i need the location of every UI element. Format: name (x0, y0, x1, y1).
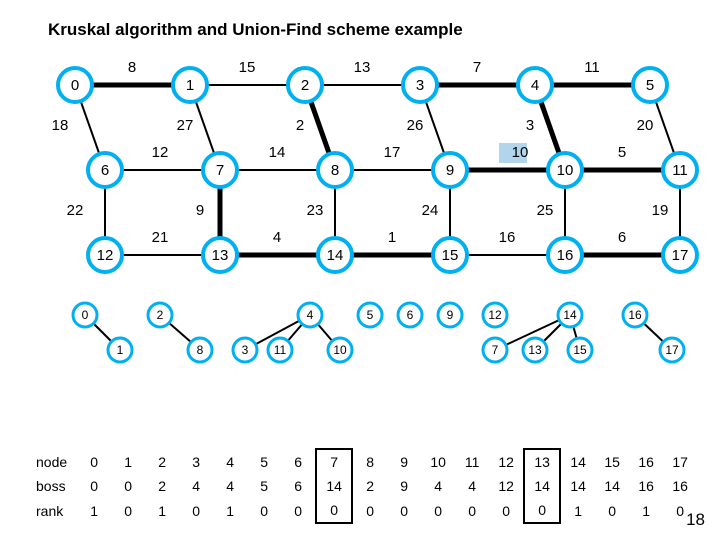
svg-text:3: 3 (416, 77, 424, 94)
svg-text:8: 8 (197, 343, 204, 357)
svg-text:1: 1 (186, 77, 194, 94)
svg-text:9: 9 (446, 162, 454, 179)
svg-text:20: 20 (637, 117, 654, 134)
svg-text:24: 24 (422, 202, 439, 219)
svg-text:17: 17 (665, 343, 679, 357)
svg-text:8: 8 (128, 59, 136, 76)
svg-text:8: 8 (331, 162, 339, 179)
svg-text:2: 2 (296, 117, 304, 134)
graph-diagram: 0123456789101112131415161781513711121417… (0, 0, 720, 400)
svg-text:6: 6 (101, 162, 109, 179)
svg-text:14: 14 (269, 144, 286, 161)
svg-text:7: 7 (492, 343, 499, 357)
svg-text:4: 4 (531, 77, 539, 94)
svg-text:7: 7 (473, 59, 481, 76)
svg-text:0: 0 (71, 77, 79, 94)
svg-text:27: 27 (177, 117, 194, 134)
svg-text:13: 13 (354, 59, 371, 76)
svg-text:4: 4 (273, 229, 281, 246)
svg-text:2: 2 (157, 308, 164, 322)
svg-text:3: 3 (242, 343, 249, 357)
svg-text:10: 10 (333, 343, 347, 357)
svg-text:9: 9 (447, 308, 454, 322)
svg-text:25: 25 (537, 202, 554, 219)
svg-text:15: 15 (442, 247, 459, 264)
svg-text:7: 7 (216, 162, 224, 179)
svg-text:1: 1 (117, 343, 124, 357)
svg-text:14: 14 (563, 308, 577, 322)
svg-text:11: 11 (584, 59, 600, 76)
svg-text:17: 17 (384, 144, 401, 161)
svg-text:5: 5 (618, 144, 626, 161)
svg-text:15: 15 (573, 343, 587, 357)
svg-text:10: 10 (512, 144, 529, 161)
svg-text:12: 12 (97, 247, 114, 264)
svg-text:21: 21 (152, 229, 169, 246)
svg-text:6: 6 (407, 308, 414, 322)
svg-text:19: 19 (652, 202, 669, 219)
slide-number: 18 (686, 510, 705, 530)
svg-text:4: 4 (307, 308, 314, 322)
svg-text:11: 11 (672, 162, 688, 179)
svg-text:3: 3 (526, 117, 534, 134)
svg-text:16: 16 (628, 308, 642, 322)
svg-text:17: 17 (672, 247, 689, 264)
svg-text:1: 1 (388, 229, 396, 246)
svg-text:9: 9 (196, 202, 204, 219)
svg-text:26: 26 (407, 117, 424, 134)
svg-text:5: 5 (646, 77, 654, 94)
svg-text:2: 2 (301, 77, 309, 94)
svg-text:18: 18 (52, 117, 69, 134)
svg-text:14: 14 (327, 247, 344, 264)
svg-text:11: 11 (274, 343, 287, 357)
svg-text:12: 12 (152, 144, 169, 161)
svg-text:16: 16 (499, 229, 516, 246)
svg-text:12: 12 (488, 308, 502, 322)
union-find-table: node01234567891011121314151617boss002445… (30, 448, 697, 524)
svg-text:15: 15 (239, 59, 256, 76)
svg-text:6: 6 (618, 229, 626, 246)
svg-text:10: 10 (557, 162, 574, 179)
svg-text:23: 23 (307, 202, 324, 219)
svg-text:13: 13 (528, 343, 542, 357)
svg-text:16: 16 (557, 247, 574, 264)
svg-text:22: 22 (67, 202, 84, 219)
svg-text:0: 0 (82, 308, 89, 322)
svg-text:5: 5 (367, 308, 374, 322)
svg-text:13: 13 (212, 247, 229, 264)
